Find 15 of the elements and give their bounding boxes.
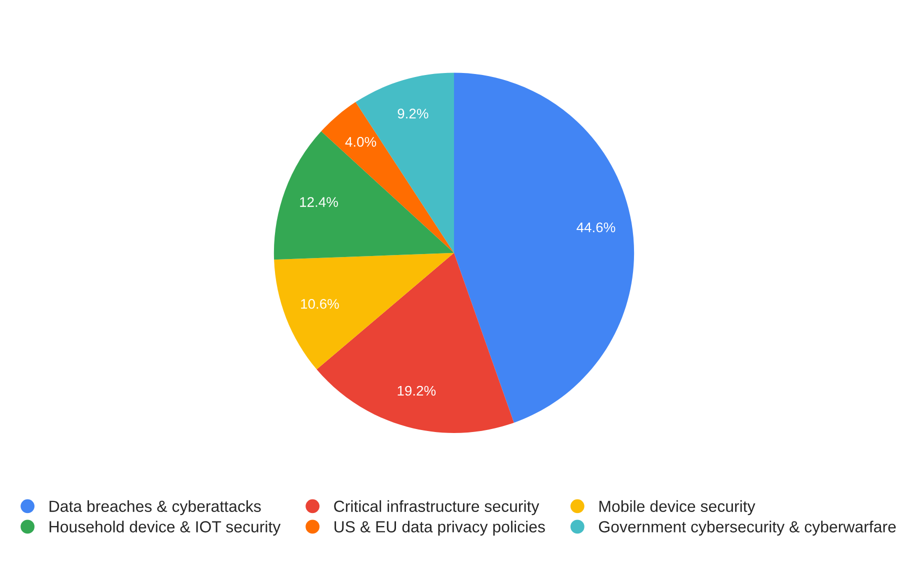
pie-slice — [454, 72, 634, 423]
legend-label: Household device & IOT security — [50, 520, 281, 536]
data-label: 10.6% — [301, 298, 339, 309]
data-label: 44.6% — [576, 222, 616, 232]
data-label: 12.4% — [300, 197, 338, 207]
legend-label: Data breaches & cyberattacks — [50, 500, 261, 516]
legend-label: Mobile device security — [599, 500, 756, 516]
data-label: 9.2% — [398, 108, 428, 119]
legend-label: Critical infrastructure security — [334, 500, 540, 516]
pie-slice — [274, 252, 454, 370]
legend-label: US & EU data privacy policies — [334, 520, 545, 536]
data-label: 4.0% — [345, 136, 376, 147]
legend-label: Government cybersecurity & cyberwarfare — [598, 520, 896, 536]
data-label: 19.2% — [398, 386, 436, 396]
pie-slice — [274, 131, 454, 260]
